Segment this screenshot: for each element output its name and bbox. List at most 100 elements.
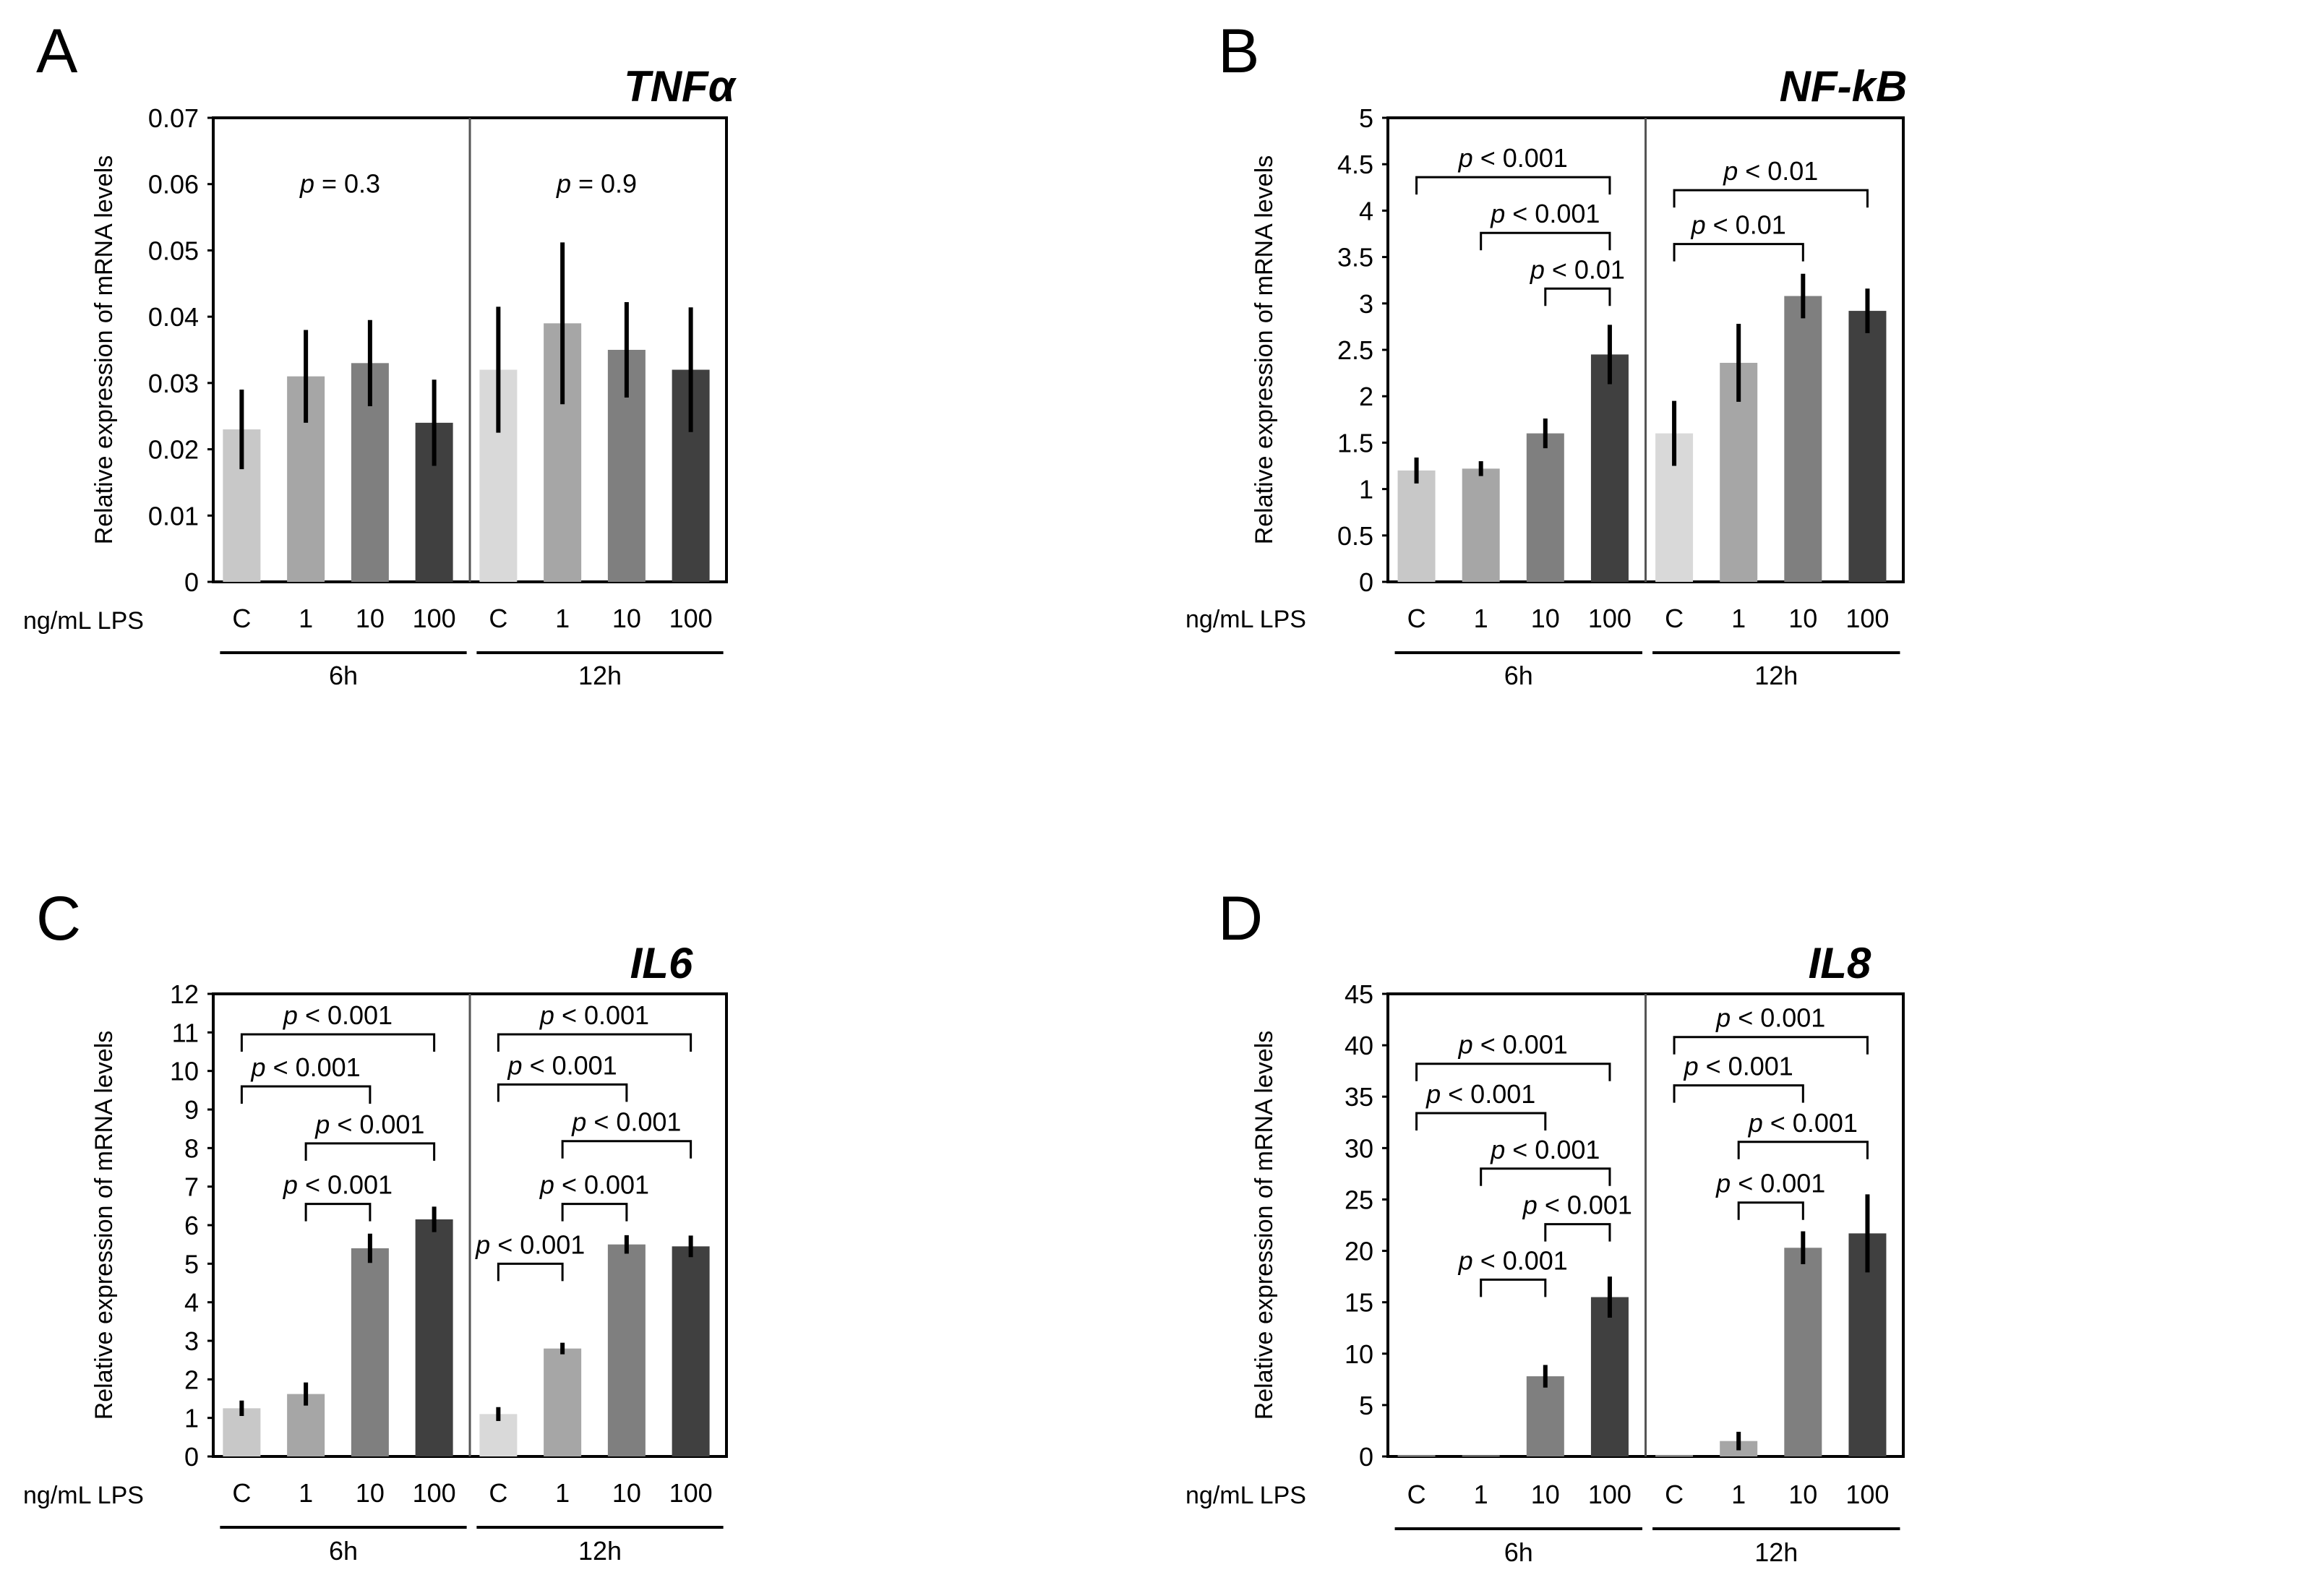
x-tick-label: 10 bbox=[1531, 604, 1560, 633]
panel-a: A TNFα Relative expression of mRNA levels 0… bbox=[23, 17, 737, 690]
p-value-label: p = 0.3 bbox=[299, 169, 380, 199]
p-value-label: p < 0.001 bbox=[507, 1050, 617, 1080]
p-value-label: p < 0.001 bbox=[1458, 1030, 1568, 1060]
p-value-label: p < 0.001 bbox=[539, 1170, 649, 1200]
y-tick-label: 4.5 bbox=[1337, 150, 1373, 179]
x-tick-label: 10 bbox=[1531, 1480, 1560, 1509]
p-value-label: p < 0.001 bbox=[1458, 143, 1568, 173]
significance-bracket bbox=[1737, 1201, 1804, 1220]
p-value-label: p < 0.001 bbox=[1458, 1245, 1568, 1275]
x-tick-label: C bbox=[1407, 1480, 1426, 1509]
y-tick-label: 35 bbox=[1345, 1082, 1373, 1112]
x-tick-label: 10 bbox=[1788, 1480, 1817, 1509]
p-value-label: p < 0.001 bbox=[1490, 1135, 1600, 1164]
y-axis-label: Relative expression of mRNA levels bbox=[1251, 155, 1278, 545]
bar bbox=[1848, 311, 1887, 582]
group-label: 12h bbox=[578, 661, 622, 690]
y-tick-label: 20 bbox=[1345, 1237, 1373, 1266]
y-tick-label: 0.05 bbox=[148, 236, 199, 265]
x-tick-label: 100 bbox=[1845, 604, 1889, 633]
x-tick-label: 1 bbox=[1474, 1480, 1488, 1509]
p-value-label: p < 0.001 bbox=[1425, 1079, 1535, 1109]
x-tick-label: 1 bbox=[1731, 604, 1746, 633]
y-tick-label: 8 bbox=[184, 1133, 199, 1163]
panel-letter: A bbox=[36, 17, 78, 86]
panel-c: C IL6 Relative expression of mRNA levels 0 1… bbox=[23, 884, 728, 1566]
significance-bracket bbox=[1480, 231, 1611, 251]
significance-bracket bbox=[1415, 1112, 1547, 1130]
x-tick-label: 10 bbox=[612, 604, 641, 633]
significance-bracket bbox=[1415, 176, 1611, 195]
y-tick-label: 2 bbox=[184, 1365, 199, 1394]
lps-axis-prefix: ng/mL LPS bbox=[23, 1482, 144, 1509]
y-tick-label: 10 bbox=[170, 1057, 199, 1086]
x-tick-label: 1 bbox=[1731, 1480, 1746, 1509]
x-tick-label: C bbox=[1665, 604, 1684, 633]
bar bbox=[1590, 354, 1629, 582]
chart-title: TNFα bbox=[624, 62, 737, 111]
y-tick-label: 9 bbox=[184, 1095, 199, 1125]
y-tick-label: 0 bbox=[184, 1442, 199, 1472]
y-axis-label: Relative expression of mRNA levels bbox=[90, 1031, 118, 1420]
group-label: 6h bbox=[1504, 1537, 1533, 1567]
chart-title: IL6 bbox=[630, 939, 693, 987]
x-tick-label: 1 bbox=[1474, 604, 1488, 633]
y-tick-label: 0.02 bbox=[148, 435, 199, 465]
y-tick-label: 5 bbox=[1359, 103, 1373, 133]
bar bbox=[1462, 468, 1500, 582]
y-tick-label: 45 bbox=[1345, 979, 1373, 1009]
significance-bracket bbox=[1673, 189, 1869, 208]
p-value-label: p < 0.001 bbox=[314, 1110, 424, 1139]
x-tick-label: 1 bbox=[555, 1478, 570, 1508]
significance-bracket bbox=[1480, 1278, 1547, 1297]
lps-axis-prefix: ng/mL LPS bbox=[1185, 606, 1306, 633]
x-tick-label: 10 bbox=[356, 1478, 385, 1508]
p-value-label: p = 0.9 bbox=[556, 169, 637, 199]
significance-bracket bbox=[1673, 1036, 1869, 1055]
p-value-label: p < 0.01 bbox=[1530, 254, 1625, 284]
x-tick-label: 10 bbox=[356, 604, 385, 633]
y-tick-label: 0.01 bbox=[148, 501, 199, 531]
y-tick-label: 25 bbox=[1345, 1185, 1373, 1214]
y-tick-label: 6 bbox=[184, 1211, 199, 1240]
significance-bracket bbox=[1544, 287, 1611, 306]
bar bbox=[1526, 433, 1564, 582]
bar bbox=[672, 1246, 710, 1456]
p-value-label: p < 0.001 bbox=[283, 1000, 393, 1030]
x-tick-label: 100 bbox=[413, 604, 456, 633]
p-value-label: p < 0.001 bbox=[1490, 199, 1600, 228]
bar bbox=[544, 1348, 582, 1456]
group-label: 12h bbox=[578, 1536, 622, 1566]
x-tick-label: 100 bbox=[669, 1478, 713, 1508]
x-tick-label: C bbox=[232, 604, 251, 633]
panel-letter: D bbox=[1218, 884, 1263, 953]
x-tick-label: C bbox=[489, 1478, 507, 1508]
y-tick-label: 0.07 bbox=[148, 103, 199, 133]
p-value-label: p < 0.001 bbox=[283, 1170, 393, 1200]
y-tick-label: 15 bbox=[1345, 1288, 1373, 1318]
bar bbox=[223, 1408, 261, 1456]
lps-axis-prefix: ng/mL LPS bbox=[1185, 1482, 1306, 1509]
bar bbox=[1397, 470, 1436, 582]
bar bbox=[1590, 1297, 1629, 1456]
bar bbox=[415, 1219, 453, 1456]
significance-bracket bbox=[497, 1083, 628, 1102]
y-tick-label: 2.5 bbox=[1337, 335, 1373, 365]
y-tick-label: 3 bbox=[1359, 289, 1373, 319]
y-tick-label: 5 bbox=[1359, 1391, 1373, 1420]
significance-bracket bbox=[497, 1262, 564, 1282]
significance-bracket bbox=[1415, 1063, 1611, 1081]
x-tick-label: 10 bbox=[612, 1478, 641, 1508]
y-tick-label: 3.5 bbox=[1337, 243, 1373, 272]
panel-letter: B bbox=[1218, 17, 1259, 86]
x-tick-label: C bbox=[489, 604, 507, 633]
p-value-label: p < 0.001 bbox=[475, 1229, 585, 1259]
x-tick-label: 100 bbox=[1845, 1480, 1889, 1509]
x-tick-label: 10 bbox=[1788, 604, 1817, 633]
chart-title: IL8 bbox=[1809, 939, 1871, 987]
p-value-label: p < 0.001 bbox=[1715, 1169, 1825, 1198]
panel-d: D IL8 Relative expression of mRNA levels 0 5… bbox=[1185, 884, 1905, 1567]
y-tick-label: 0 bbox=[1359, 1442, 1373, 1472]
p-value-label: p < 0.001 bbox=[1715, 1003, 1825, 1033]
p-value-label: p < 0.001 bbox=[539, 1000, 649, 1030]
